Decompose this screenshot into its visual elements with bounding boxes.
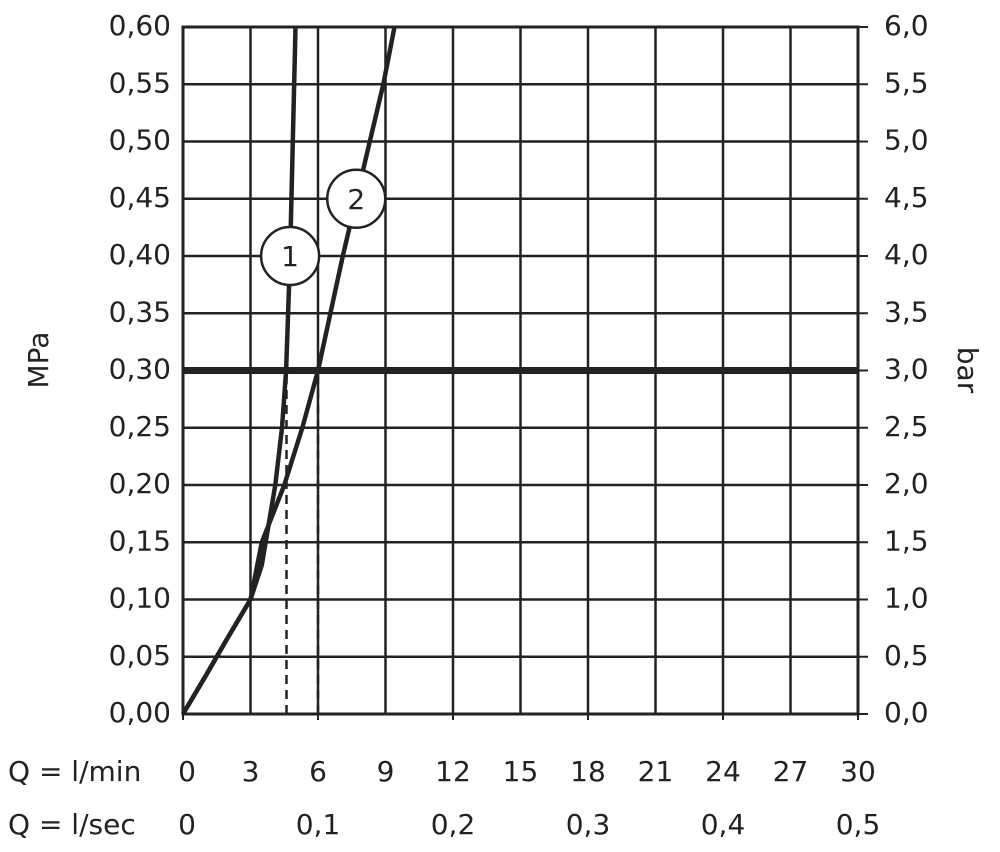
y2-tick-label: 1,5	[884, 524, 929, 557]
x-tick-label: 12	[435, 755, 471, 788]
curve-label-circle	[326, 168, 387, 229]
y2-tick-label: 0,0	[884, 696, 929, 729]
x-axis-label: Q = l/min	[8, 755, 141, 788]
y2-tick-label: 0,5	[884, 639, 929, 672]
x-tick-label: 15	[503, 755, 539, 788]
y-tick-label: 0,00	[109, 696, 171, 729]
x-tick-label: 21	[638, 755, 674, 788]
y-tick-label: 0,40	[109, 238, 171, 271]
y-tick-label: 0,45	[109, 181, 171, 214]
x2-tick-label: 0	[178, 808, 196, 841]
y2-tick-label: 4,5	[884, 181, 929, 214]
curve	[181, 26, 397, 716]
x-tick-label: 30	[840, 755, 876, 788]
y-tick-label: 0,35	[109, 295, 171, 328]
y2-tick-label: 5,5	[884, 66, 929, 99]
y2-tick-label: 3,0	[884, 353, 929, 386]
y-tick-label: 0,10	[109, 582, 171, 615]
legend-label: 1	[281, 240, 299, 273]
y-axis-label: MPa	[22, 332, 55, 389]
x-tick-label: 3	[242, 755, 260, 788]
y2-axis-label: bar	[951, 347, 984, 394]
y2-tick-label: 3,5	[884, 295, 929, 328]
x2-tick-label: 0,3	[566, 808, 611, 841]
y2-tick-label: 2,0	[884, 467, 929, 500]
x-tick-label: 18	[570, 755, 606, 788]
curve-label-circle	[259, 225, 321, 287]
y-tick-label: 0,15	[109, 524, 171, 557]
x-tick-label: 9	[377, 755, 395, 788]
y-tick-label: 0,30	[109, 353, 171, 386]
x2-tick-label: 0,1	[296, 808, 341, 841]
y-tick-label: 0,55	[109, 66, 171, 99]
x2-tick-label: 0,2	[431, 808, 476, 841]
y2-tick-label: 5,0	[884, 124, 929, 157]
y2-tick-label: 2,5	[884, 410, 929, 443]
y-tick-label: 0,05	[109, 639, 171, 672]
legend-label: 2	[347, 183, 365, 216]
x2-tick-label: 0,5	[836, 808, 881, 841]
x-tick-label: 27	[773, 755, 809, 788]
y2-tick-label: 4,0	[884, 238, 929, 271]
x2-axis-label: Q = l/sec	[8, 808, 136, 841]
x-tick-label: 6	[309, 755, 327, 788]
x-tick-label: 0	[178, 755, 196, 788]
y-tick-label: 0,20	[109, 467, 171, 500]
y-tick-label: 0,50	[109, 124, 171, 157]
y2-tick-label: 1,0	[884, 582, 929, 615]
plot-frame	[181, 25, 860, 716]
x2-tick-label: 0,4	[701, 808, 746, 841]
x-tick-label: 24	[705, 755, 741, 788]
y-tick-label: 0,25	[109, 410, 171, 443]
y-tick-label: 0,60	[109, 9, 171, 42]
y2-tick-label: 6,0	[884, 9, 929, 42]
